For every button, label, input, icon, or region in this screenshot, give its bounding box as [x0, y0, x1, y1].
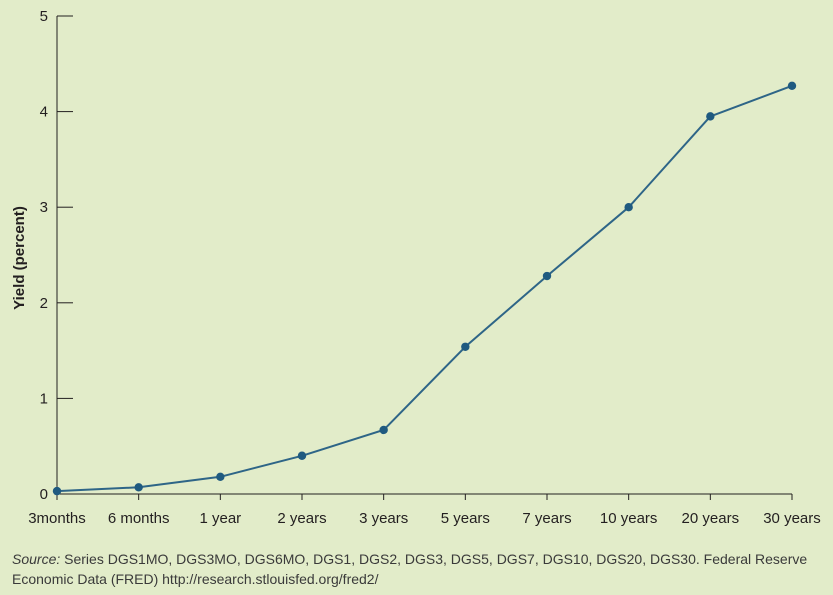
source-text: Series DGS1MO, DGS3MO, DGS6MO, DGS1, DGS…: [12, 551, 808, 587]
y-tick-label: 5: [40, 8, 48, 25]
data-point: [461, 342, 470, 351]
x-tick-label: 5 years: [441, 510, 490, 527]
series-line: [56, 84, 793, 493]
data-point: [134, 483, 143, 492]
x-tick-label: 3months: [28, 510, 86, 527]
data-point: [624, 203, 633, 212]
y-tick-label: 0: [40, 486, 48, 503]
x-tick-label: 6 months: [108, 510, 170, 527]
data-point: [216, 472, 225, 481]
x-tick-label: 7 years: [522, 510, 571, 527]
y-tick-label: 3: [40, 199, 48, 216]
y-tick-label: 1: [40, 390, 48, 407]
data-point: [297, 451, 307, 460]
x-tick-label: 3 years: [359, 510, 408, 527]
x-tick-label: 10 years: [600, 510, 658, 527]
x-tick-label: 1 year: [199, 510, 241, 527]
data-point: [542, 271, 552, 281]
source-note: Source: Series DGS1MO, DGS3MO, DGS6MO, D…: [12, 549, 822, 589]
data-point: [787, 81, 797, 90]
source-prefix: Source:: [12, 551, 61, 567]
y-tick-label: 4: [40, 104, 48, 121]
x-tick-label: 20 years: [682, 510, 740, 527]
x-tick-label: 30 years: [763, 510, 821, 527]
y-tick-label: 2: [40, 295, 48, 312]
yield-curve-chart: 0 1 2 3 4 5 3months 6 months 1 year 2 years 3 year…: [11, 8, 821, 527]
data-point: [706, 112, 715, 121]
axes: 0 1 2 3 4 5 3months 6 months 1 year 2 years 3 year…: [28, 8, 821, 527]
x-tick-label: 2 years: [277, 510, 326, 527]
y-axis-title: Yield (percent): [11, 206, 28, 310]
series-line-group: [52, 81, 797, 496]
data-point: [52, 486, 62, 496]
data-point: [379, 425, 388, 435]
